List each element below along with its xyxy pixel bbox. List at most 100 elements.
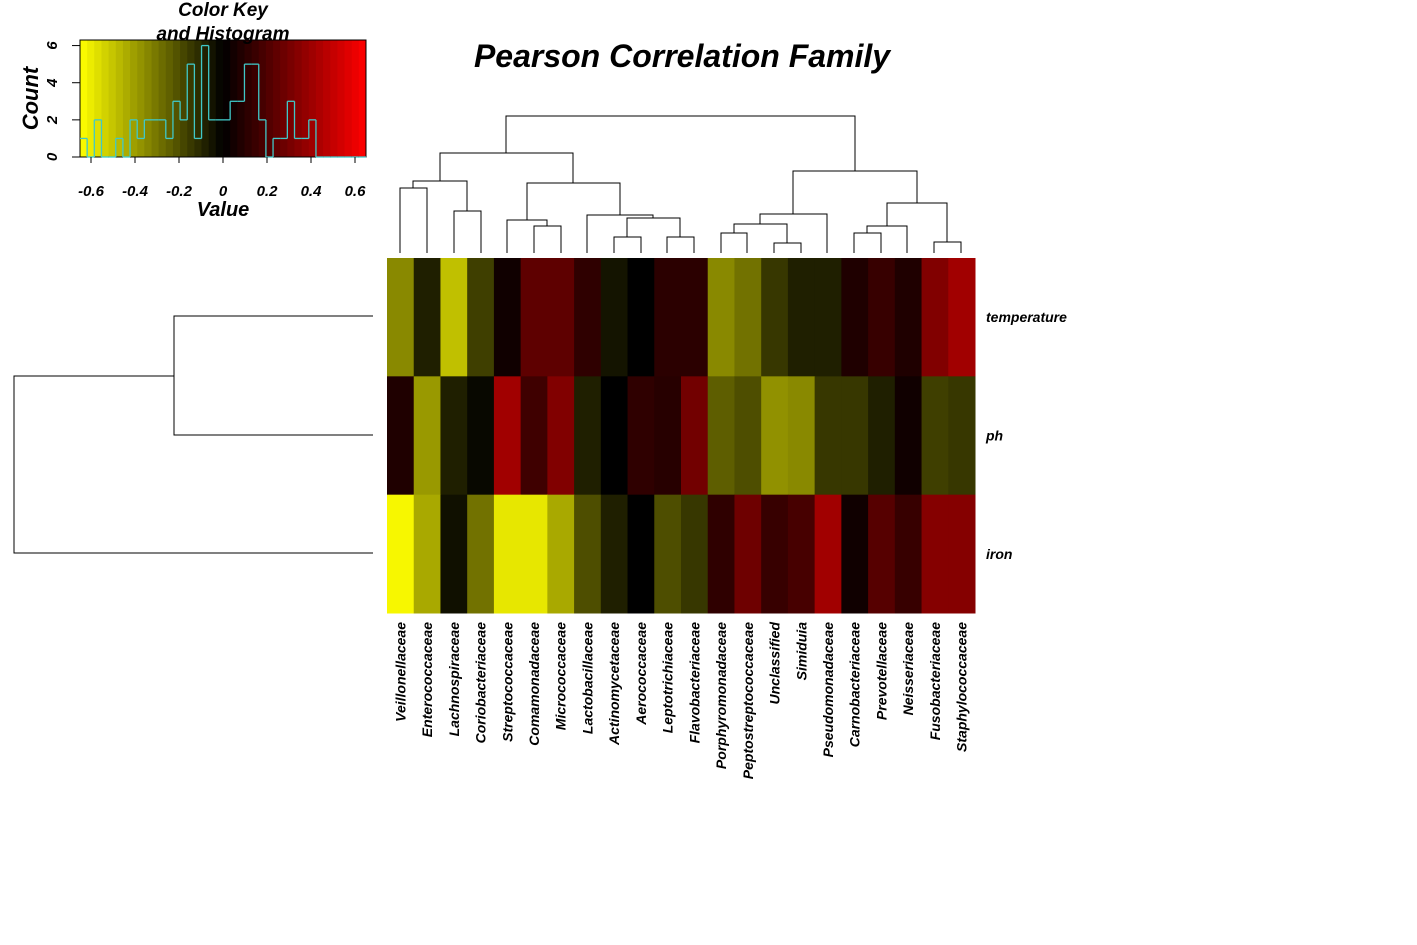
y-axis-title: Count xyxy=(18,65,43,130)
color-key-stripe xyxy=(351,40,360,157)
color-key-stripe xyxy=(194,40,203,157)
heatmap-cell xyxy=(707,494,735,614)
heatmap-cell xyxy=(948,494,976,614)
color-key-stripe xyxy=(215,40,224,157)
color-key-stripe xyxy=(258,40,267,157)
x-tick-label: -0.2 xyxy=(166,183,193,200)
heatmap-cell xyxy=(600,376,629,496)
color-key-stripe xyxy=(172,40,181,157)
heatmap-cell xyxy=(600,258,629,377)
heatmap-cell xyxy=(440,494,468,614)
color-key-stripe xyxy=(151,40,160,157)
heatmap-cell xyxy=(894,494,923,614)
color-key-stripe xyxy=(137,40,145,157)
row-label: ph xyxy=(985,428,1003,444)
color-key-stripe xyxy=(237,40,245,157)
x-tick-label: 0.2 xyxy=(257,183,279,200)
y-tick-label: 2 xyxy=(44,115,61,125)
heatmap-cell xyxy=(868,258,896,377)
heatmap-cell xyxy=(868,494,896,614)
color-key-stripe xyxy=(115,40,124,157)
heatmap-cell xyxy=(387,258,415,377)
heatmap-cell xyxy=(787,258,816,377)
heatmap-cell xyxy=(734,258,762,377)
heatmap-cell xyxy=(654,376,682,496)
heatmap-cell xyxy=(868,376,896,496)
color-key-stripe xyxy=(330,40,338,157)
color-key-stripe xyxy=(273,40,281,157)
column-label: Prevotellaceae xyxy=(873,622,889,720)
color-key-stripe xyxy=(130,40,138,157)
color-key: -0.6 -0.4 -0.2 0 0.2 0.4 0.6 0 2 4 6 Value Count Colo… xyxy=(18,0,367,221)
heatmap-cell xyxy=(921,376,949,496)
color-key-stripe xyxy=(280,40,288,157)
heatmap-cell xyxy=(841,258,869,377)
heatmap-cell xyxy=(547,494,575,614)
column-label: Peptostreptococcaceae xyxy=(740,622,756,779)
heatmap-cell xyxy=(440,258,468,377)
heatmap-cell xyxy=(654,494,682,614)
heatmap-cell xyxy=(707,258,735,377)
heatmap-cell xyxy=(787,494,816,614)
color-key-stripe xyxy=(201,40,210,157)
heatmap-cell xyxy=(948,258,976,377)
color-key-stripe xyxy=(308,40,317,157)
column-label: Leptotrichiaceae xyxy=(660,622,676,733)
color-key-stripe xyxy=(144,40,152,157)
heatmap-cell xyxy=(627,258,655,377)
column-label: Staphylococcaceae xyxy=(954,622,970,752)
y-tick-label: 4 xyxy=(44,78,61,88)
color-key-stripe xyxy=(344,40,353,157)
heatmap-cell xyxy=(440,376,468,496)
color-key-stripe xyxy=(80,40,88,157)
heatmap-cell xyxy=(413,376,441,496)
y-tick-label: 6 xyxy=(44,41,61,50)
color-key-stripe xyxy=(108,40,117,157)
heatmap-cell xyxy=(841,376,869,496)
column-label: Aerococcaceae xyxy=(633,622,649,726)
column-label: Unclassified xyxy=(767,622,783,705)
column-label: Actinomycetaceae xyxy=(606,622,622,746)
color-key-stripe xyxy=(230,40,238,157)
color-key-stripe xyxy=(294,40,303,157)
column-label: Pseudomonadaceae xyxy=(820,622,836,758)
heatmap-cell xyxy=(467,376,495,496)
heatmap-cell xyxy=(520,376,548,496)
heatmap-cell xyxy=(387,376,415,496)
column-label: Micrococcaceae xyxy=(553,622,569,730)
color-key-stripe xyxy=(251,40,260,157)
heatmap-cell xyxy=(921,494,949,614)
color-key-stripe xyxy=(187,40,195,157)
heatmap-cell xyxy=(574,494,602,614)
heatmap-cell xyxy=(467,258,495,377)
heatmap-cell xyxy=(547,376,575,496)
heatmap-cell xyxy=(681,258,709,377)
column-label: Carnobacteriaceae xyxy=(847,622,863,748)
heatmap-cell xyxy=(413,494,441,614)
y-tick-label: 0 xyxy=(44,152,61,161)
heatmap-cell xyxy=(948,376,976,496)
dendrogram-branch xyxy=(13,315,373,554)
heatmap-cell xyxy=(413,258,441,377)
color-key-stripe xyxy=(180,40,188,157)
column-label: Comamonadaceae xyxy=(526,622,542,746)
color-key-stripe xyxy=(223,40,231,157)
row-dendrogram xyxy=(13,315,373,554)
column-label: Enterococcaceae xyxy=(419,622,435,737)
heatmap-cell xyxy=(814,376,842,496)
heatmap-cell xyxy=(814,258,842,377)
x-tick-label: 0 xyxy=(219,183,228,200)
heatmap-cell xyxy=(761,494,789,614)
color-key-stripe xyxy=(323,40,331,157)
color-key-stripe xyxy=(358,40,367,157)
color-key-stripe xyxy=(315,40,324,157)
color-key-title: and Histogram xyxy=(156,24,289,45)
heatmap-cell xyxy=(520,494,548,614)
heatmap-cell xyxy=(574,258,602,377)
color-key-stripe xyxy=(87,40,95,157)
color-key-stripe xyxy=(122,40,131,157)
heatmap-cell xyxy=(681,376,709,496)
heatmap-cell xyxy=(654,258,682,377)
color-key-stripe xyxy=(165,40,174,157)
